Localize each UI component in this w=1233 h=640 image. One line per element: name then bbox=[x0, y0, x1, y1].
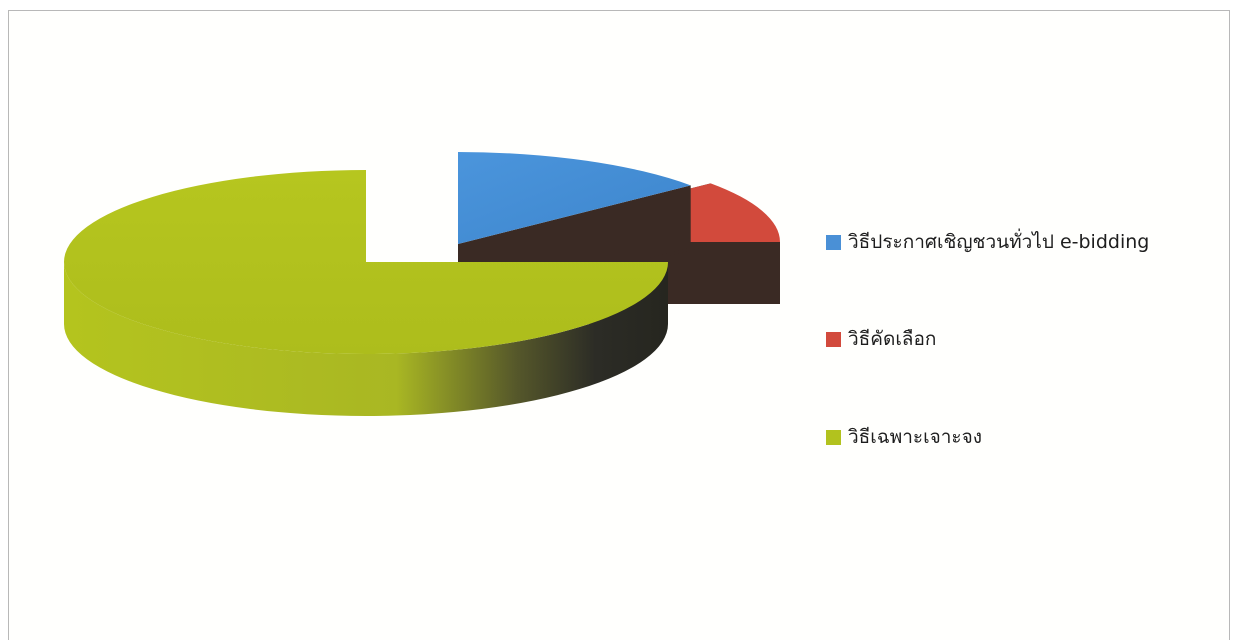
legend-swatch-selection bbox=[826, 331, 841, 347]
legend-item-selection: วิธีคัดเลือก bbox=[826, 327, 936, 351]
pie-slice-e-bidding bbox=[458, 152, 691, 244]
legend-swatch-e-bidding bbox=[826, 234, 841, 250]
pie-slice-specific-side-0 bbox=[64, 262, 668, 416]
legend-item-e-bidding: วิธีประกาศเชิญชวนทั่วไป e-bidding bbox=[826, 230, 1149, 254]
pie-slice-specific bbox=[64, 170, 668, 354]
legend-item-specific: วิธีเฉพาะเจาะจง bbox=[826, 425, 982, 449]
legend-swatch-specific bbox=[826, 429, 841, 445]
legend-label-e-bidding: วิธีประกาศเชิญชวนทั่วไป e-bidding bbox=[848, 231, 1150, 253]
legend-label-specific: วิธีเฉพาะเจาะจง bbox=[848, 426, 983, 448]
legend-label-selection: วิธีคัดเลือก bbox=[848, 328, 937, 350]
